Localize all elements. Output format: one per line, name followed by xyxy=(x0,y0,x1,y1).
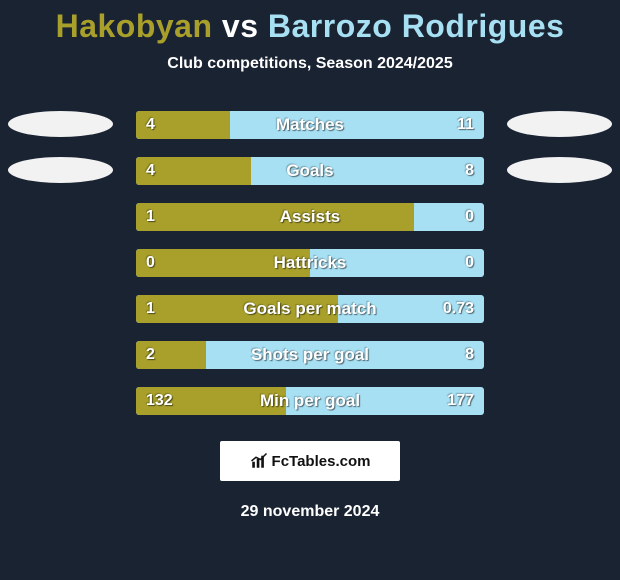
player2-badge xyxy=(507,157,612,183)
stat-label: Min per goal xyxy=(136,387,484,415)
stat-right-value: 8 xyxy=(465,157,474,185)
title-vs: vs xyxy=(222,8,259,44)
stat-row: 4Matches11 xyxy=(0,101,620,147)
stat-bar: 1Goals per match0.73 xyxy=(136,295,484,323)
stat-row: 2Shots per goal8 xyxy=(0,331,620,377)
subtitle: Club competitions, Season 2024/2025 xyxy=(0,55,620,73)
title-player1: Hakobyan xyxy=(56,8,213,44)
player1-badge xyxy=(8,111,113,137)
stat-right-value: 177 xyxy=(447,387,474,415)
page-title: Hakobyan vs Barrozo Rodrigues xyxy=(0,8,620,45)
stat-label: Goals per match xyxy=(136,295,484,323)
stat-right-value: 0 xyxy=(465,249,474,277)
stat-right-value: 11 xyxy=(457,111,474,139)
stat-row: 132Min per goal177 xyxy=(0,377,620,423)
stat-label: Hattricks xyxy=(136,249,484,277)
stat-bar: 132Min per goal177 xyxy=(136,387,484,415)
player2-badge xyxy=(507,111,612,137)
stat-label: Goals xyxy=(136,157,484,185)
date-text: 29 november 2024 xyxy=(0,503,620,521)
comparison-infographic: Hakobyan vs Barrozo Rodrigues Club compe… xyxy=(0,0,620,580)
stat-bar: 0Hattricks0 xyxy=(136,249,484,277)
stat-row: 1Goals per match0.73 xyxy=(0,285,620,331)
stat-label: Matches xyxy=(136,111,484,139)
stat-row: 0Hattricks0 xyxy=(0,239,620,285)
stat-right-value: 8 xyxy=(465,341,474,369)
stat-label: Assists xyxy=(136,203,484,231)
stat-bar: 4Goals8 xyxy=(136,157,484,185)
title-player2: Barrozo Rodrigues xyxy=(268,8,565,44)
stat-bar: 1Assists0 xyxy=(136,203,484,231)
stat-right-value: 0.73 xyxy=(443,295,474,323)
stat-right-value: 0 xyxy=(465,203,474,231)
stat-rows: 4Matches114Goals81Assists00Hattricks01Go… xyxy=(0,101,620,423)
stat-bar: 2Shots per goal8 xyxy=(136,341,484,369)
player1-badge xyxy=(8,157,113,183)
attribution-text: FcTables.com xyxy=(272,453,371,470)
stat-row: 4Goals8 xyxy=(0,147,620,193)
attribution-badge: FcTables.com xyxy=(220,441,400,481)
stat-bar: 4Matches11 xyxy=(136,111,484,139)
chart-icon xyxy=(250,452,268,470)
stat-row: 1Assists0 xyxy=(0,193,620,239)
stat-label: Shots per goal xyxy=(136,341,484,369)
